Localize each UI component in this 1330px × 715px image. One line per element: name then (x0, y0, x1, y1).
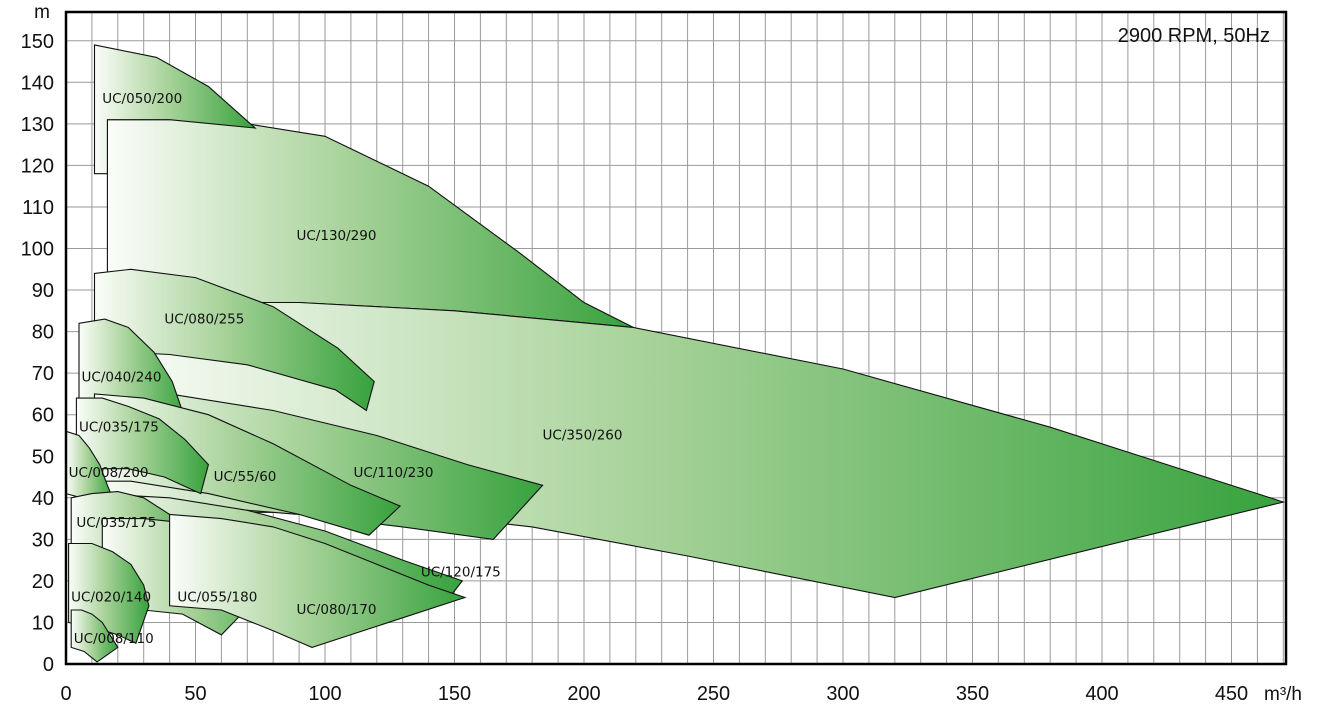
plot-frame (64, 10, 1288, 666)
y-tick-label: 140 (21, 72, 54, 94)
region-label: UC/050/200 (102, 91, 182, 107)
x-tick-label: 400 (1085, 683, 1118, 705)
x-tick-label: 200 (567, 683, 600, 705)
y-tick-label: 120 (21, 155, 54, 177)
y-tick-label: 80 (32, 322, 54, 344)
x-tick-labels: 0 50 100 150 200 250 300 350 400 450 (60, 683, 1248, 705)
region-label: UC/130/290 (297, 228, 377, 244)
x-tick-label: 450 (1215, 683, 1248, 705)
pump-region (169, 513, 467, 648)
region-label: UC/350/260 (543, 428, 623, 444)
x-axis-label: m³/h (1264, 684, 1302, 705)
region-label: UC/008/200 (69, 465, 149, 481)
region-label: UC/008/110 (74, 631, 154, 647)
y-tick-label: 40 (32, 488, 54, 510)
y-tick-label: 60 (32, 405, 54, 427)
x-tick-label: 50 (184, 683, 206, 705)
y-tick-label: 0 (43, 654, 54, 676)
y-tick-label: 50 (32, 446, 54, 468)
y-tick-labels: 0 10 20 30 40 50 60 70 80 90 100 110 120 130 140 150 (21, 31, 54, 676)
y-tick-label: 90 (32, 280, 54, 302)
region-label: UC/080/255 (164, 311, 244, 327)
y-tick-label: 30 (32, 529, 54, 551)
region-labels: UC/130/290 UC/050/200 UC/350/260 UC/080/255… (69, 91, 623, 647)
y-tick-label: 130 (21, 114, 54, 136)
pump-region (75, 397, 210, 495)
x-tick-label: 150 (438, 683, 471, 705)
region-label: UC/020/140 (71, 590, 151, 606)
region-label: UC/055/180 (177, 590, 257, 606)
pump-region (93, 44, 257, 175)
region-label: UC/110/230 (353, 465, 433, 481)
region-label: UC/120/175 (421, 565, 501, 581)
x-tick-label: 300 (826, 683, 859, 705)
speed-annotation: 2900 RPM, 50Hz (1118, 25, 1270, 47)
region-label: UC/035/175 (76, 515, 156, 531)
region-label: UC/035/175 (79, 419, 159, 435)
pump-region (65, 430, 114, 503)
y-tick-label: 100 (21, 239, 54, 261)
x-tick-label: 250 (697, 683, 730, 705)
region-label: UC/040/240 (82, 369, 162, 385)
region-label: UC/55/60 (214, 469, 277, 485)
x-tick-label: 350 (956, 683, 989, 705)
y-tick-label: 150 (21, 31, 54, 53)
y-axis-label: m (34, 2, 50, 23)
pump-regions (65, 44, 1286, 663)
x-tick-label: 100 (308, 683, 341, 705)
x-tick-label: 0 (60, 683, 71, 705)
y-tick-label: 110 (22, 197, 54, 219)
region-label: UC/080/170 (297, 602, 377, 618)
y-tick-label: 70 (32, 363, 54, 385)
y-tick-label: 10 (32, 612, 54, 634)
pump-region (70, 609, 119, 663)
y-tick-label: 20 (32, 571, 54, 593)
